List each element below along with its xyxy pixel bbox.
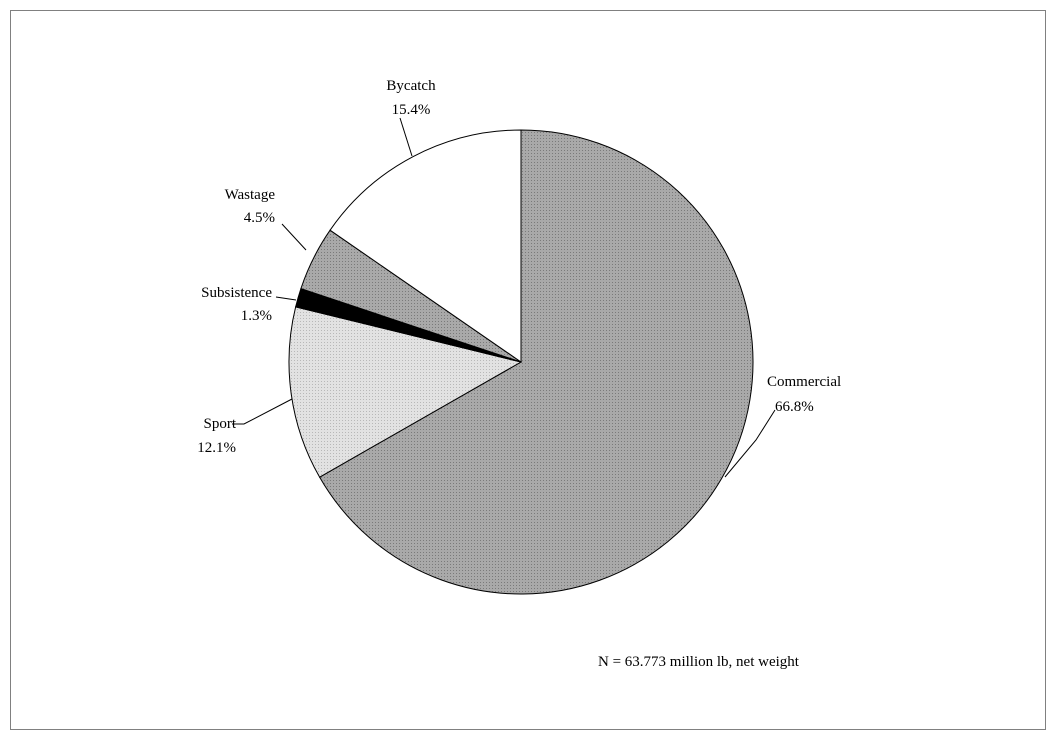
slice-label-commercial: Commercial bbox=[767, 374, 841, 390]
leader-line-subsistence bbox=[275, 296, 297, 301]
leader-line-wastage bbox=[281, 223, 307, 251]
slice-value-wastage: 4.5% bbox=[244, 210, 275, 226]
slice-value-subsistence: 1.3% bbox=[241, 308, 272, 324]
slice-label-subsistence: Subsistence bbox=[201, 285, 272, 301]
slice-label-sport: Sport bbox=[203, 416, 236, 432]
slice-value-commercial: 66.8% bbox=[775, 399, 814, 415]
slice-value-bycatch: 15.4% bbox=[392, 102, 431, 118]
chart-annotation: N = 63.773 million lb, net weight bbox=[598, 654, 800, 670]
slice-value-sport: 12.1% bbox=[197, 440, 236, 456]
leader-line-bycatch bbox=[399, 117, 413, 157]
pie-chart: Commercial 66.8% Sport 12.1% Subsistence 1.3%… bbox=[197, 78, 841, 670]
pie-slice-bycatch bbox=[329, 129, 522, 363]
pie-slice-commercial bbox=[318, 129, 754, 595]
slice-label-bycatch: Bycatch bbox=[386, 78, 436, 94]
leader-line-commercial bbox=[724, 409, 776, 478]
pie-slice-sport bbox=[288, 306, 523, 478]
leader-line-sport bbox=[232, 398, 293, 425]
slice-label-wastage: Wastage bbox=[225, 187, 276, 203]
